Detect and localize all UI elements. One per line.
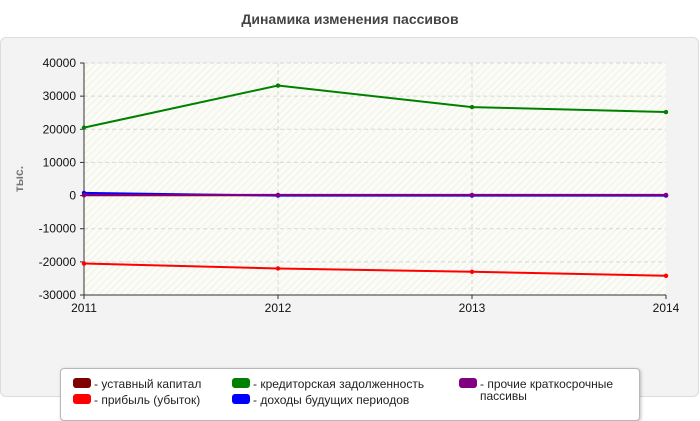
legend-label-dokhody: - доходы будущих периодов — [253, 393, 410, 407]
plot-background — [84, 63, 666, 295]
series-point-4 — [275, 192, 281, 198]
series-point-2 — [663, 109, 669, 115]
series-point-4 — [663, 192, 669, 198]
chart-plot: 400003000020000100000-10000-20000-300002… — [12, 56, 680, 315]
series-point-1 — [81, 261, 87, 266]
series-point-1 — [663, 273, 669, 278]
y-axis-label: тыс. — [12, 166, 26, 192]
legend-label-prochie: - прочие краткосрочные пассивы — [480, 377, 614, 403]
x-tick-label: 2012 — [265, 301, 292, 315]
series-point-4 — [81, 192, 87, 198]
series-line-2 — [83, 84, 667, 129]
y-tick-label: 10000 — [43, 155, 77, 169]
chart-panel: 40000 30000 20000 10000 0 -10000 -20000 -30000 2… — [0, 37, 699, 421]
y-tick-label: 40000 — [43, 56, 77, 70]
y-tick-label: 30000 — [43, 89, 77, 103]
series-point-1 — [469, 269, 475, 274]
y-tick-label: 20000 — [43, 122, 77, 136]
x-tick-label: 2011 — [71, 301, 97, 315]
series-point-2 — [469, 104, 475, 110]
y-tick-label: -10000 — [39, 222, 77, 236]
legend: - уставный капитал - прибыль (убыток) - … — [60, 368, 640, 421]
legend-swatch-dokhody — [232, 394, 250, 404]
series-point-2 — [275, 83, 281, 88]
legend-label-kreditorskaya: - кредиторская задолженность — [253, 377, 425, 391]
legend-swatch-kreditorskaya — [232, 378, 250, 388]
series-line-1 — [83, 262, 667, 277]
y-tick-label: -20000 — [39, 255, 77, 269]
series-point-2 — [81, 125, 87, 130]
legend-swatch-pribyl — [73, 394, 91, 404]
series-point-1 — [275, 266, 281, 271]
x-tick-label: 2013 — [459, 301, 486, 315]
x-tick-label: 2014 — [653, 301, 680, 315]
legend-label-pribyl: - прибыль (убыток) — [94, 393, 201, 407]
legend-label-ustavnyi-kapital: - уставный капитал — [94, 377, 202, 391]
series-point-4 — [469, 192, 475, 198]
y-tick-label: 0 — [69, 189, 76, 203]
chart-title: Динамика изменения пассивов — [241, 11, 459, 27]
legend-swatch-prochie — [459, 378, 477, 388]
legend-swatch-ustavnyi-kapital — [73, 378, 91, 388]
y-tick-label: -30000 — [39, 288, 77, 302]
